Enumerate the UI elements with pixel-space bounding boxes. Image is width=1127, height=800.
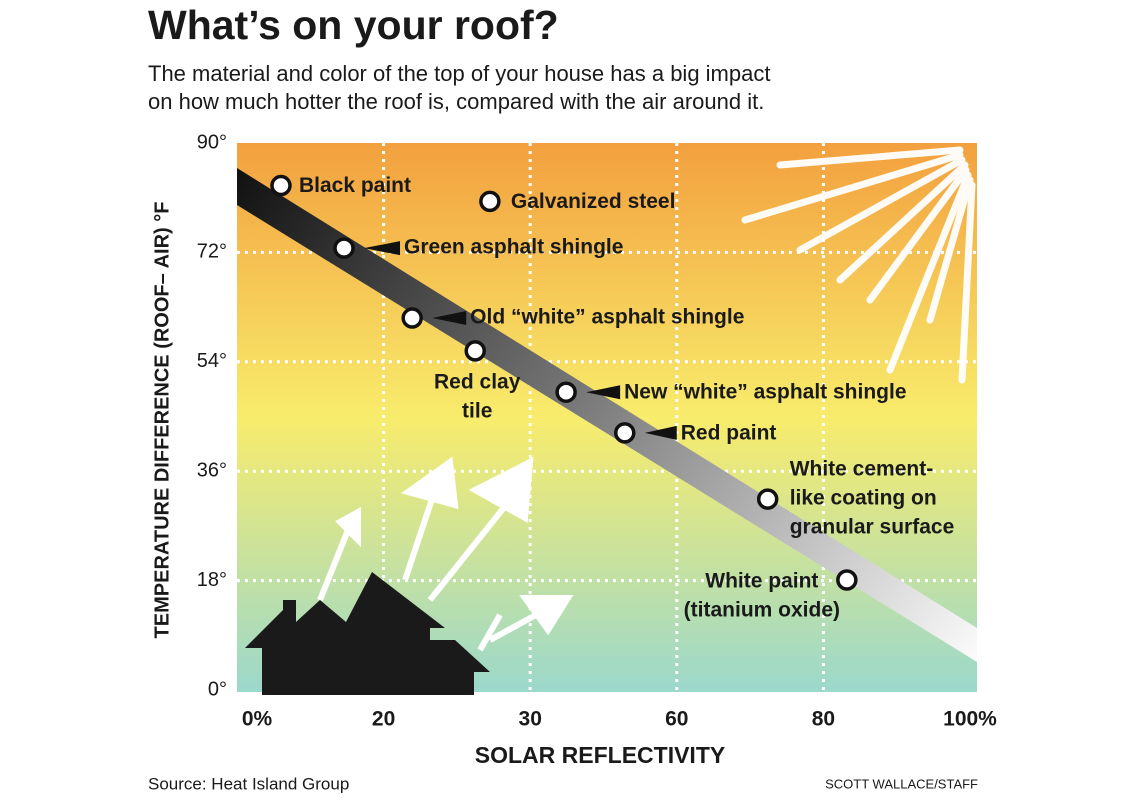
point-label: White cement- — [790, 458, 934, 481]
pointer — [364, 241, 401, 256]
point-label: Red paint — [681, 421, 777, 444]
x-tick-label: 0% — [242, 708, 273, 731]
y-tick-label: 72° — [197, 241, 227, 263]
trend-band — [237, 168, 977, 662]
point-label: Red clay — [434, 370, 521, 393]
point-label: granular surface — [790, 516, 955, 539]
y-tick-label: 54° — [197, 350, 227, 372]
pointer — [432, 311, 467, 326]
reflection-arrows — [317, 456, 574, 652]
point-label: Green asphalt shingle — [404, 236, 623, 259]
subtitle: The material and color of the top of you… — [148, 61, 770, 86]
point — [756, 488, 779, 510]
point-label: Black paint — [299, 174, 411, 197]
point-label: tile — [462, 399, 492, 422]
point-label: Old “white” asphalt shingle — [470, 306, 744, 329]
point-label: New “white” asphalt shingle — [624, 381, 906, 404]
x-tick-label: 30 — [519, 708, 542, 731]
point — [479, 190, 501, 213]
point — [614, 422, 636, 444]
x-tick-label: 20 — [372, 708, 395, 731]
pointer — [586, 385, 621, 400]
y-tick-label: 0° — [208, 678, 227, 700]
point-label: (titanium oxide) — [684, 599, 840, 622]
credit: SCOTT WALLACE/STAFF — [825, 776, 978, 791]
x-tick-label: 60 — [665, 708, 688, 731]
subtitle: on how much hotter the roof is, compared… — [148, 89, 764, 114]
point — [464, 340, 486, 362]
y-tick-label: 36° — [197, 459, 227, 481]
y-axis-label: TEMPERATURE DIFFERENCE (ROOF– AIR) °F — [151, 202, 173, 639]
point — [270, 174, 292, 197]
y-tick-label: 18° — [197, 569, 227, 591]
title: What’s on your roof? — [148, 2, 559, 48]
x-tick-label: 100% — [943, 708, 997, 731]
y-tick-label: 90° — [197, 131, 227, 153]
point — [836, 569, 858, 591]
point — [333, 237, 355, 259]
x-axis-label: SOLAR REFLECTIVITY — [475, 742, 725, 768]
pointer — [644, 425, 677, 440]
point — [401, 307, 423, 329]
point-label: Galvanized steel — [511, 190, 676, 213]
house — [245, 572, 490, 695]
grid — [237, 143, 977, 690]
point-label: like coating on — [790, 487, 937, 510]
x-tick-label: 80 — [812, 708, 835, 731]
sun-rays — [741, 146, 976, 384]
point-label: White paint — [705, 570, 818, 593]
source: Source: Heat Island Group — [148, 774, 349, 793]
point — [555, 381, 577, 403]
